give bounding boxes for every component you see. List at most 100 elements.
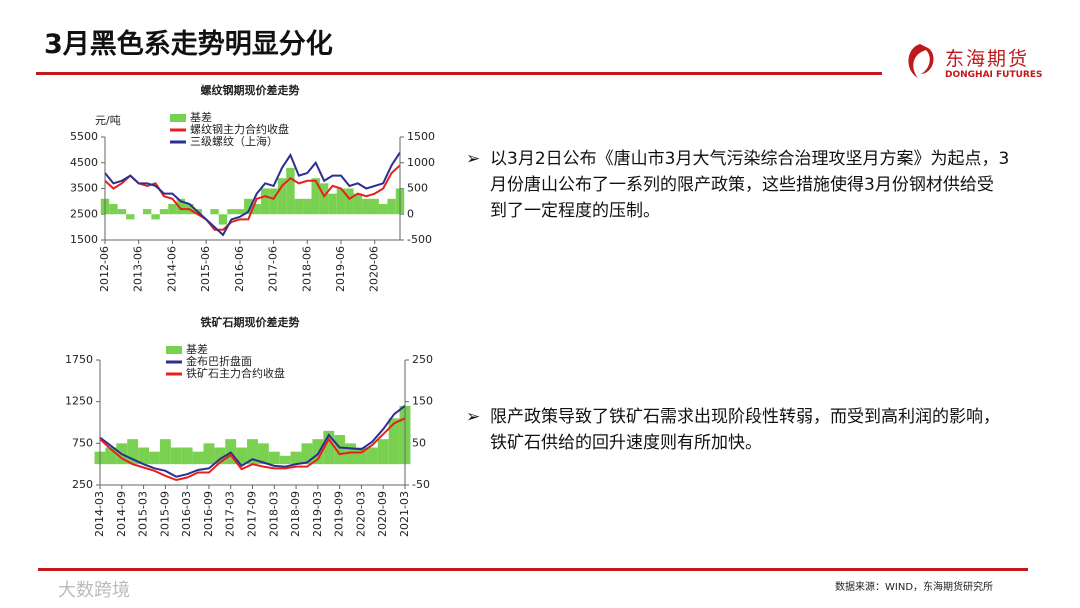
basis-bar xyxy=(170,447,182,465)
x-tick-label: 2014-03 xyxy=(93,491,106,537)
basis-bar xyxy=(312,439,324,465)
basis-bar xyxy=(277,178,287,215)
basis-bar xyxy=(159,439,171,465)
basis-bar xyxy=(214,447,226,465)
x-tick-label: 2014-09 xyxy=(115,491,128,537)
watermark: 大数跨境 xyxy=(58,580,130,601)
y-tick-label: 5500 xyxy=(70,130,98,143)
chart-title: 螺纹钢期现价差走势 xyxy=(201,83,300,97)
x-tick-label: 2018-09 xyxy=(289,491,302,537)
y-tick-label: 3500 xyxy=(70,182,98,195)
basis-bar xyxy=(353,193,363,215)
basis-bar xyxy=(269,188,278,215)
y-tick-label: 250 xyxy=(72,478,93,491)
basis-bar xyxy=(138,447,150,465)
legend-label: 螺纹钢主力合约收盘 xyxy=(190,122,289,136)
y-tick-label: 4500 xyxy=(70,156,98,169)
y2-tick-label: 1000 xyxy=(407,156,435,169)
price-line xyxy=(99,405,406,478)
basis-bar xyxy=(252,203,261,215)
basis-bar xyxy=(303,198,312,215)
basis-bar xyxy=(227,209,236,215)
y2-tick-label: 1500 xyxy=(407,130,435,143)
x-tick-label: 2013-06 xyxy=(132,246,145,292)
x-tick-label: 2021-03 xyxy=(398,491,411,537)
bullet: 以3月2日公布《唐山市3月大气污染综合治理攻坚月方案》为起点，3月份唐山公布了一… xyxy=(466,146,1010,224)
basis-bar xyxy=(355,447,367,465)
legend-swatch xyxy=(170,114,186,122)
legend-label: 基差 xyxy=(186,342,208,356)
basis-bar xyxy=(235,209,245,215)
basis-bar xyxy=(105,447,117,465)
x-tick-label: 2020-09 xyxy=(376,491,389,537)
basis-bar xyxy=(260,188,270,215)
x-tick-label: 2015-03 xyxy=(137,491,150,537)
y2-tick-label: 50 xyxy=(412,436,426,449)
basis-bar xyxy=(218,214,228,225)
basis-bar xyxy=(377,439,389,465)
source-note: 数据来源：WIND，东海期货研究所 xyxy=(835,582,994,593)
x-tick-label: 2014-06 xyxy=(165,246,178,292)
basis-bar xyxy=(301,443,313,465)
basis-bar xyxy=(149,451,160,465)
y-tick-label: 1500 xyxy=(70,233,98,246)
y-tick-label: 1750 xyxy=(65,353,93,366)
basis-bar xyxy=(319,183,329,215)
basis-bar xyxy=(126,214,135,220)
slide-title: 3月黑色系走势明显分化 xyxy=(44,29,333,60)
basis-bar xyxy=(168,203,177,215)
y-tick-label: 750 xyxy=(72,436,93,449)
basis-bar xyxy=(117,209,127,215)
basis-bar xyxy=(159,209,169,215)
y2-tick-label: 0 xyxy=(407,207,414,220)
x-tick-label: 2016-06 xyxy=(233,246,246,292)
basis-bar xyxy=(257,443,269,465)
basis-bar xyxy=(345,443,356,465)
basis-bar xyxy=(176,198,186,215)
x-tick-label: 2012-06 xyxy=(98,246,111,292)
basis-bar xyxy=(210,209,219,215)
x-tick-label: 2020-03 xyxy=(354,491,367,537)
y2-tick-label: -500 xyxy=(407,233,432,246)
y2-tick-label: 500 xyxy=(407,182,428,195)
basis-bar xyxy=(247,439,258,465)
x-tick-label: 2015-06 xyxy=(199,246,212,292)
y-tick-label: 2500 xyxy=(70,207,98,220)
basis-bar xyxy=(109,203,118,215)
basis-bar xyxy=(378,203,388,215)
basis-bar xyxy=(336,188,346,215)
legend-label: 基差 xyxy=(190,110,212,124)
basis-bar xyxy=(362,198,371,215)
basis-bar xyxy=(203,443,215,465)
header-rule xyxy=(36,72,882,75)
basis-bar xyxy=(268,451,280,465)
x-tick-label: 2016-09 xyxy=(202,491,215,537)
basis-bar xyxy=(334,435,346,465)
basis-bar xyxy=(244,198,253,215)
basis-bar xyxy=(127,439,139,465)
y2-tick-label: -50 xyxy=(412,478,430,491)
basis-bar xyxy=(236,447,248,465)
price-line xyxy=(104,151,401,237)
basis-bar xyxy=(142,209,152,215)
x-tick-label: 2019-06 xyxy=(334,246,347,292)
basis-bar xyxy=(311,178,320,215)
logo-name: 东海期货 xyxy=(945,48,1030,70)
basis-bar xyxy=(345,188,354,215)
basis-bar xyxy=(192,451,204,465)
basis-bar xyxy=(151,214,160,220)
x-tick-label: 2015-09 xyxy=(158,491,171,537)
legend-label: 金布巴折盘面 xyxy=(186,354,252,368)
y-tick-label: 1250 xyxy=(65,395,93,408)
x-tick-label: 2019-09 xyxy=(333,491,346,537)
x-tick-label: 2016-03 xyxy=(180,491,193,537)
price-line xyxy=(99,417,406,482)
legend-label: 三级螺纹（上海） xyxy=(190,134,278,148)
x-tick-label: 2018-03 xyxy=(267,491,280,537)
bullet: 限产政策导致了铁矿石需求出现阶段性转弱，而受到高利润的影响，铁矿石供给的回升速度… xyxy=(466,404,1010,456)
basis-bar xyxy=(323,430,335,465)
basis-bar xyxy=(286,167,295,215)
y-axis-label: 元/吨 xyxy=(95,114,121,127)
